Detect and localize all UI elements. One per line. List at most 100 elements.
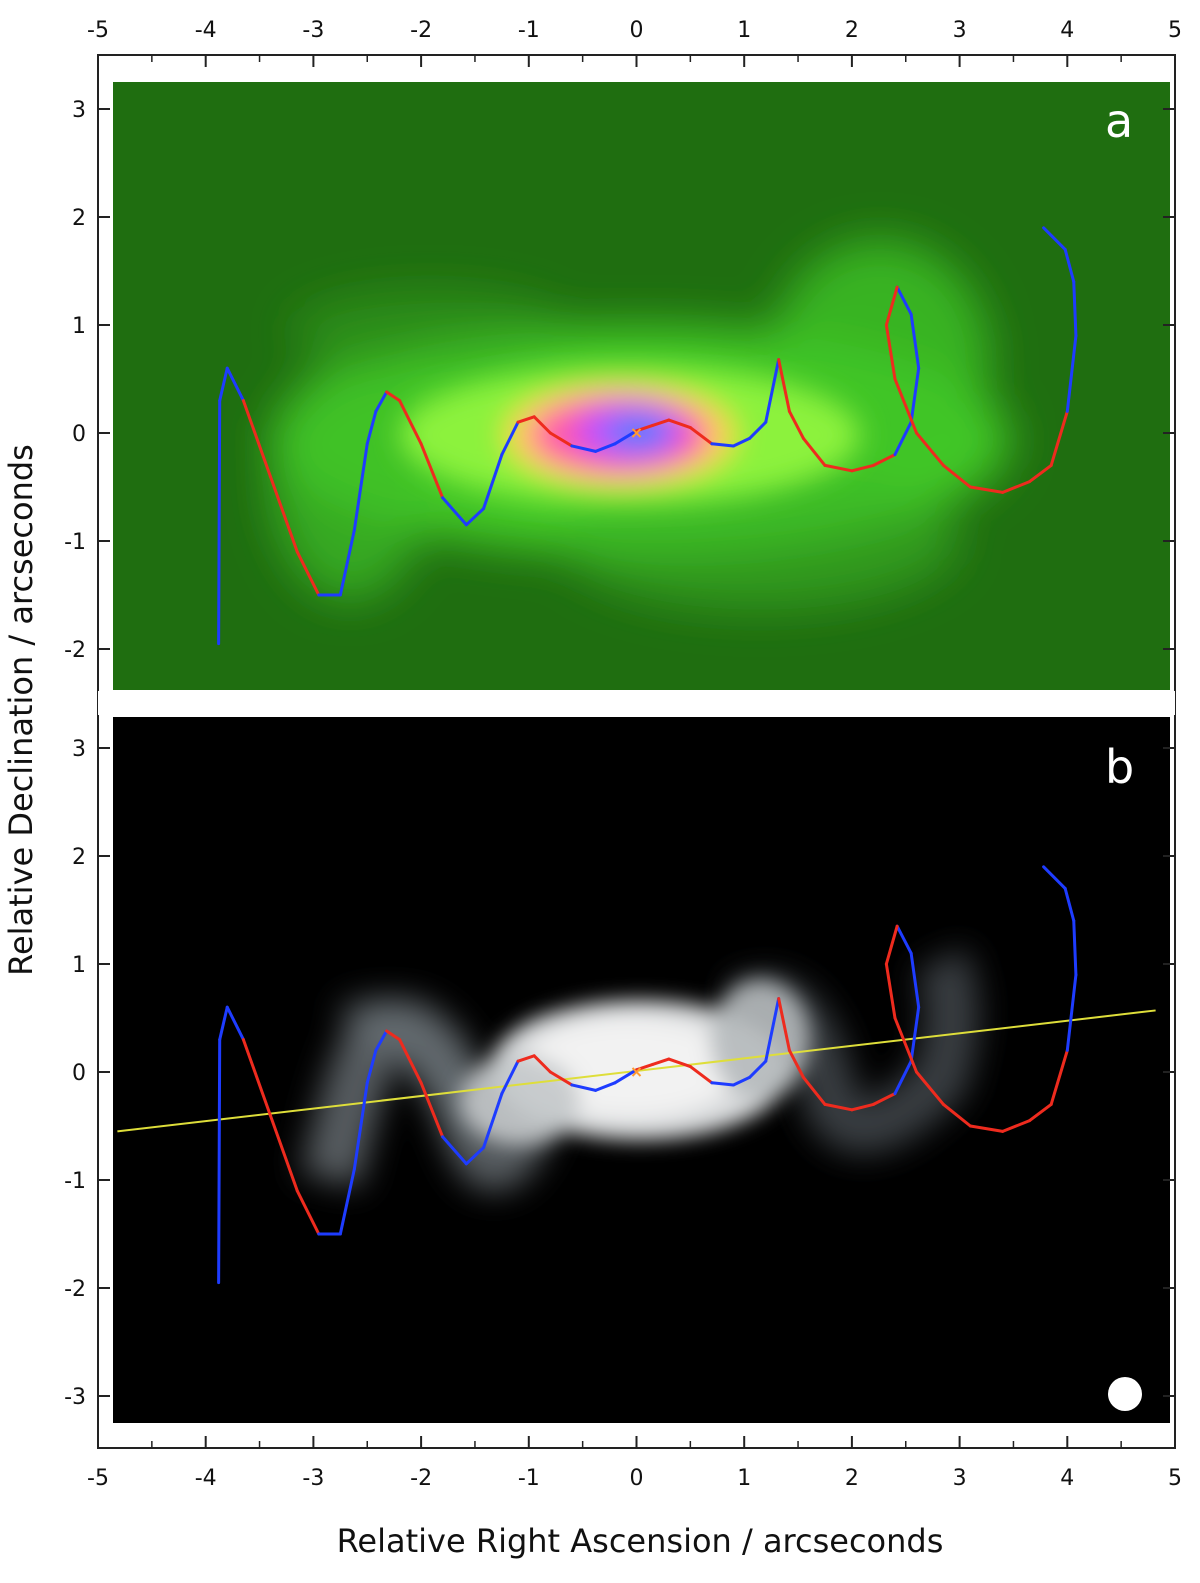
jet-segment bbox=[1049, 1048, 1069, 1106]
jet-segment bbox=[801, 1075, 827, 1106]
jet-segment bbox=[893, 1059, 913, 1096]
jet-segment bbox=[871, 453, 897, 467]
jet-segment bbox=[777, 358, 791, 413]
jet-segment bbox=[710, 1081, 735, 1087]
x-tick-label-top: -3 bbox=[302, 18, 324, 43]
jet-segment bbox=[464, 1146, 486, 1166]
jet-segment bbox=[385, 390, 402, 403]
y-tick-label-b: -3 bbox=[64, 1385, 86, 1410]
jet-segment bbox=[651, 1057, 671, 1066]
jet-segment bbox=[893, 420, 913, 457]
jet-segment bbox=[482, 1092, 504, 1150]
jet-segment bbox=[1065, 334, 1078, 413]
x-tick-label-bottom: -2 bbox=[410, 1466, 432, 1491]
jet-segment bbox=[295, 1189, 321, 1236]
jet-segment bbox=[268, 1113, 299, 1193]
jet-segment bbox=[731, 436, 752, 448]
jet-segment bbox=[884, 323, 897, 381]
jet-segment bbox=[352, 1081, 369, 1171]
jet-segment bbox=[419, 442, 445, 500]
jet-segment bbox=[895, 285, 913, 316]
panel-b: b bbox=[113, 717, 1170, 1423]
x-tick-label-bottom: 5 bbox=[1168, 1466, 1182, 1491]
jet-segment bbox=[594, 442, 617, 453]
jet-segment bbox=[464, 507, 486, 527]
x-tick-label-top: -4 bbox=[195, 18, 217, 43]
jet-segment bbox=[688, 426, 714, 446]
x-tick-label-top: 5 bbox=[1168, 18, 1182, 43]
y-tick-label-b: 0 bbox=[72, 1061, 86, 1086]
x-tick-label-bottom: 1 bbox=[737, 1466, 751, 1491]
jet-segment bbox=[241, 399, 272, 478]
panel-b-beam-marker bbox=[1108, 1377, 1142, 1411]
x-tick-label-top: -5 bbox=[87, 18, 109, 43]
jet-segment bbox=[225, 366, 245, 403]
x-tick-label-top: 4 bbox=[1060, 18, 1074, 43]
jet-segment bbox=[374, 390, 389, 413]
jet-segment bbox=[594, 1081, 617, 1092]
panel-b-jet bbox=[217, 865, 1078, 1285]
panel-a-emission bbox=[270, 240, 1010, 610]
y-tick-label-a: 1 bbox=[72, 314, 86, 339]
jet-segment bbox=[1049, 409, 1069, 467]
jet-segment bbox=[1072, 280, 1078, 338]
jet-segment bbox=[532, 415, 552, 435]
jet-segment bbox=[338, 528, 356, 597]
x-tick-label-top: -1 bbox=[518, 18, 540, 43]
y-tick-label-a: 3 bbox=[72, 98, 86, 123]
jet-segment bbox=[748, 1059, 768, 1079]
jet-segment bbox=[895, 924, 913, 955]
x-tick-label-top: 0 bbox=[630, 18, 644, 43]
y-tick-label-b: -1 bbox=[64, 1169, 86, 1194]
jet-segment bbox=[217, 399, 222, 646]
panel-b-emission bbox=[300, 947, 980, 1191]
x-tick-label-bottom: -5 bbox=[87, 1466, 109, 1491]
panel-b-label: b bbox=[1105, 740, 1134, 794]
jet-segment bbox=[787, 409, 805, 440]
jet-segment bbox=[500, 1059, 520, 1096]
jet-segment bbox=[909, 366, 921, 424]
y-tick-label-a: 2 bbox=[72, 206, 86, 231]
jet-segment bbox=[365, 1048, 378, 1085]
jet-segment bbox=[352, 442, 369, 532]
jet-segment bbox=[688, 1065, 714, 1085]
panel-a: a bbox=[113, 82, 1170, 690]
jet-segment bbox=[241, 1038, 272, 1117]
x-axis-title: Relative Right Ascension / arcseconds bbox=[337, 1522, 944, 1560]
y-tick-label-b: 1 bbox=[72, 953, 86, 978]
jet-segment bbox=[570, 1083, 598, 1092]
jet-segment bbox=[516, 1054, 536, 1063]
jet-segment bbox=[613, 429, 638, 446]
jet-segment bbox=[398, 1038, 423, 1085]
y-axis-title: Relative Declination / arcseconds bbox=[2, 444, 40, 976]
jet-segment bbox=[385, 1029, 402, 1042]
jet-segment bbox=[968, 485, 1005, 494]
jet-segment bbox=[613, 1068, 638, 1085]
jet-segment bbox=[909, 951, 921, 1009]
jet-segment bbox=[801, 436, 827, 467]
jet-segment bbox=[482, 453, 504, 511]
x-tick-label-top: -2 bbox=[410, 18, 432, 43]
x-tick-label-bottom: -4 bbox=[195, 1466, 217, 1491]
jet-segment bbox=[787, 1048, 805, 1079]
jet-segment bbox=[516, 415, 536, 424]
x-tick-label-bottom: -3 bbox=[302, 1466, 324, 1491]
jet-segment bbox=[268, 474, 299, 554]
jet-segment bbox=[850, 463, 875, 473]
y-tick-label-b: -2 bbox=[64, 1277, 86, 1302]
y-tick-label-a: -1 bbox=[64, 530, 86, 555]
x-tick-label-top: 2 bbox=[845, 18, 859, 43]
x-tick-label-bottom: 2 bbox=[845, 1466, 859, 1491]
y-tick-label-b: 3 bbox=[72, 737, 86, 762]
jet-segment bbox=[1028, 463, 1053, 484]
jet-segment bbox=[225, 1005, 245, 1042]
jet-segment bbox=[871, 1092, 897, 1106]
jet-segment bbox=[548, 431, 574, 448]
jet-segment bbox=[823, 1102, 854, 1112]
jet-segment bbox=[667, 418, 692, 430]
jet-segment bbox=[441, 1135, 468, 1166]
jet-segment bbox=[217, 1038, 222, 1285]
jet-segment bbox=[532, 1054, 552, 1074]
jet-segment bbox=[764, 997, 781, 1063]
